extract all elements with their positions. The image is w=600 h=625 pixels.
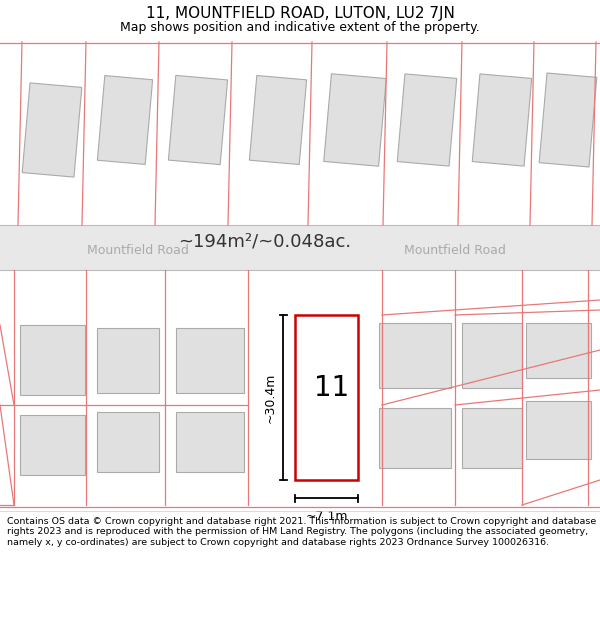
Polygon shape [462, 408, 522, 468]
Text: 11, MOUNTFIELD ROAD, LUTON, LU2 7JN: 11, MOUNTFIELD ROAD, LUTON, LU2 7JN [146, 6, 454, 21]
Polygon shape [462, 322, 522, 388]
Polygon shape [472, 74, 532, 166]
Polygon shape [379, 322, 451, 388]
Polygon shape [22, 83, 82, 177]
Bar [0, 225, 600, 270]
Polygon shape [176, 412, 244, 472]
Text: Mountfield Road: Mountfield Road [87, 244, 189, 257]
Text: ~7.1m: ~7.1m [305, 510, 348, 523]
Polygon shape [97, 328, 159, 392]
Text: ~194m²/~0.048ac.: ~194m²/~0.048ac. [178, 232, 352, 251]
Text: ~30.4m: ~30.4m [263, 372, 277, 423]
Text: Mountfield Road: Mountfield Road [404, 244, 506, 257]
Polygon shape [324, 74, 386, 166]
Polygon shape [169, 76, 227, 164]
Polygon shape [526, 401, 590, 459]
Polygon shape [97, 76, 152, 164]
Polygon shape [176, 328, 244, 392]
Polygon shape [19, 415, 85, 475]
Polygon shape [526, 322, 590, 378]
Polygon shape [97, 412, 159, 472]
Polygon shape [250, 76, 307, 164]
Polygon shape [19, 325, 85, 395]
Text: Contains OS data © Crown copyright and database right 2021. This information is : Contains OS data © Crown copyright and d… [7, 517, 596, 547]
Text: 11: 11 [314, 374, 349, 401]
Text: Map shows position and indicative extent of the property.: Map shows position and indicative extent… [120, 21, 480, 34]
Polygon shape [397, 74, 457, 166]
Polygon shape [379, 408, 451, 468]
Bar [295, 315, 358, 480]
Polygon shape [539, 73, 597, 167]
